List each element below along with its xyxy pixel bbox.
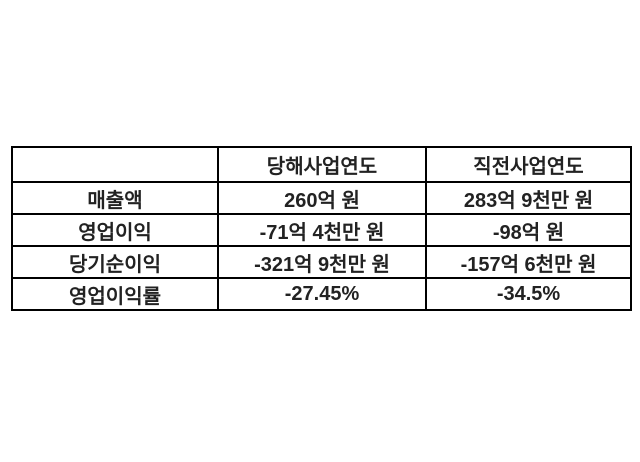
corner-empty-cell [11,146,219,183]
column-header-previous-fiscal-year: 직전사업연도 [425,146,632,183]
cell-operating-profit-previous: -98억 원 [425,213,632,247]
column-header-current-fiscal-year: 당해사업연도 [217,146,427,183]
table-header-row: 당해사업연도 직전사업연도 [11,146,632,183]
cell-net-income-previous: -157억 6천만 원 [425,245,632,279]
cell-revenue-current: 260억 원 [217,181,427,215]
cell-operating-margin-previous: -34.5% [425,277,632,311]
financial-table-container: 당해사업연도 직전사업연도 매출액 260억 원 283억 9천만 원 영업이익… [11,146,632,311]
row-label-net-income: 당기순이익 [11,245,219,279]
table-row-revenue: 매출액 260억 원 283억 9천만 원 [11,181,632,215]
row-label-operating-profit: 영업이익 [11,213,219,247]
table-row-operating-profit: 영업이익 -71억 4천만 원 -98억 원 [11,213,632,247]
cell-net-income-current: -321억 9천만 원 [217,245,427,279]
cell-revenue-previous: 283억 9천만 원 [425,181,632,215]
table-row-operating-margin: 영업이익률 -27.45% -34.5% [11,277,632,311]
cell-operating-margin-current: -27.45% [217,277,427,311]
row-label-operating-margin: 영업이익률 [11,277,219,311]
financial-summary-table: 당해사업연도 직전사업연도 매출액 260억 원 283억 9천만 원 영업이익… [11,146,632,311]
table-row-net-income: 당기순이익 -321억 9천만 원 -157억 6천만 원 [11,245,632,279]
row-label-revenue: 매출액 [11,181,219,215]
cell-operating-profit-current: -71억 4천만 원 [217,213,427,247]
